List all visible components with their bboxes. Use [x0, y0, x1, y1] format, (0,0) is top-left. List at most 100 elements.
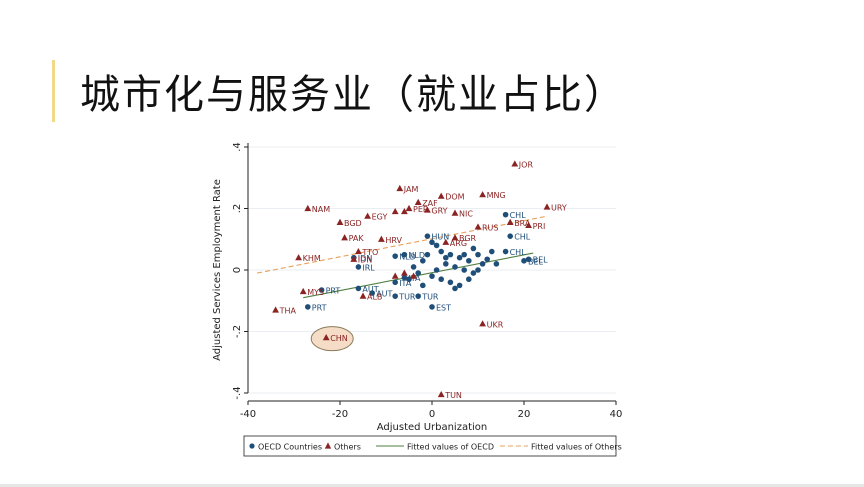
legend-fit-others-label: Fitted values of Others	[531, 443, 622, 452]
oecd-point	[392, 253, 398, 259]
point-label: EST	[436, 303, 451, 312]
others-point	[391, 207, 399, 215]
point-label: NAM	[312, 205, 330, 214]
others-point	[410, 272, 417, 279]
legend-box	[243, 435, 617, 457]
axes: -40 -20 0 20 40 -.4 -.2 0 .2 .4 Adjusted Urbanizat…	[212, 142, 622, 433]
point-label: JOR	[518, 160, 534, 169]
others-point	[511, 160, 519, 167]
others-point	[341, 234, 348, 241]
point-label: NIC	[459, 210, 473, 219]
oecd-point	[424, 233, 431, 239]
oecd-point	[502, 248, 509, 255]
point-label: BRA	[514, 219, 531, 228]
point-label: PRI	[533, 222, 546, 231]
x-axis-title: Adjusted Urbanization	[377, 422, 488, 433]
oecd-point	[420, 257, 426, 264]
point-label: NLD	[408, 251, 425, 260]
oecd-point	[456, 282, 463, 289]
point-label: NLD	[399, 253, 416, 262]
grid-lines	[248, 146, 616, 394]
oecd-point	[489, 248, 495, 255]
point-label: UKR	[487, 320, 504, 329]
oecd-point	[461, 251, 468, 258]
x-tick-label: 40	[610, 409, 623, 420]
point-label: PAK	[349, 234, 365, 243]
others-point	[272, 306, 279, 313]
others-point	[474, 223, 482, 230]
point-label: TUR	[421, 293, 439, 302]
others-point	[401, 207, 408, 215]
y-tick-label: -.4	[232, 386, 243, 399]
oecd-point	[475, 251, 481, 258]
point-label: ITA	[399, 279, 412, 288]
oecd-point	[456, 254, 463, 261]
others-point	[364, 212, 371, 219]
others-point	[391, 272, 399, 279]
others-point	[295, 254, 302, 261]
oecd-point	[443, 261, 449, 267]
point-label: GRY	[431, 207, 447, 216]
others-point	[355, 247, 362, 255]
point-label: MYS	[307, 288, 324, 297]
oecd-point	[305, 304, 311, 310]
point-label: BGR	[459, 234, 477, 243]
others-point	[451, 234, 459, 241]
others-point	[442, 238, 450, 245]
oecd-point	[447, 279, 454, 286]
point-label: PRT	[312, 303, 327, 312]
point-label: CHL	[514, 233, 531, 242]
oecd-point	[415, 293, 421, 299]
fitted-line-others	[257, 215, 548, 274]
footer-divider	[0, 484, 864, 487]
others-point	[506, 218, 514, 225]
others-point	[322, 334, 330, 341]
oecd-point	[525, 256, 532, 263]
others-point	[359, 292, 367, 299]
others-point	[336, 218, 344, 225]
point-label: HRV	[385, 236, 402, 245]
others-point	[525, 221, 532, 229]
oecd-point	[420, 282, 426, 289]
point-label: TUN	[444, 391, 462, 400]
point-label: MNG	[487, 191, 506, 200]
point-label: TUR	[398, 293, 416, 302]
others-point	[437, 390, 445, 398]
others-point	[401, 269, 408, 276]
oecd-point	[447, 251, 454, 258]
oecd-point	[433, 242, 440, 249]
oecd-point	[502, 211, 509, 218]
legend: OECD Countries Others Fitted values of OEC…	[243, 435, 622, 457]
slide-title: 城市化与服务业（就业占比）	[80, 72, 626, 118]
oecd-point	[484, 256, 491, 263]
oecd-point	[401, 274, 408, 281]
oecd-point	[452, 285, 458, 292]
oecd-point	[470, 245, 477, 252]
oecd-point	[429, 273, 435, 279]
point-label: ARG	[450, 239, 467, 248]
legend-fit-oecd-label: Fitted values of OECD	[407, 443, 494, 452]
point-label: ZAF	[422, 199, 438, 208]
point-label: PER	[413, 205, 429, 214]
others-point	[479, 191, 486, 198]
point-label: JAM	[403, 185, 419, 194]
oecd-point	[392, 279, 398, 286]
others-point	[437, 192, 445, 199]
oecd-point	[406, 276, 412, 283]
point-label: PRT	[326, 286, 341, 295]
oecd-point	[443, 254, 449, 261]
point-label: TTO	[361, 248, 378, 257]
y-tick-label: 0	[232, 267, 243, 273]
oecd-point	[401, 251, 408, 258]
others-point	[543, 203, 551, 210]
point-label: ALB	[367, 293, 382, 302]
point-label: KHM	[303, 254, 321, 263]
x-tick-label: -20	[332, 409, 348, 420]
point-label: BGD	[344, 219, 362, 228]
legend-others-marker	[324, 442, 332, 449]
point-label: CHL	[510, 248, 527, 257]
oecd-point	[438, 248, 444, 255]
oecd-point	[461, 267, 468, 273]
point-label: AUT	[376, 290, 392, 299]
